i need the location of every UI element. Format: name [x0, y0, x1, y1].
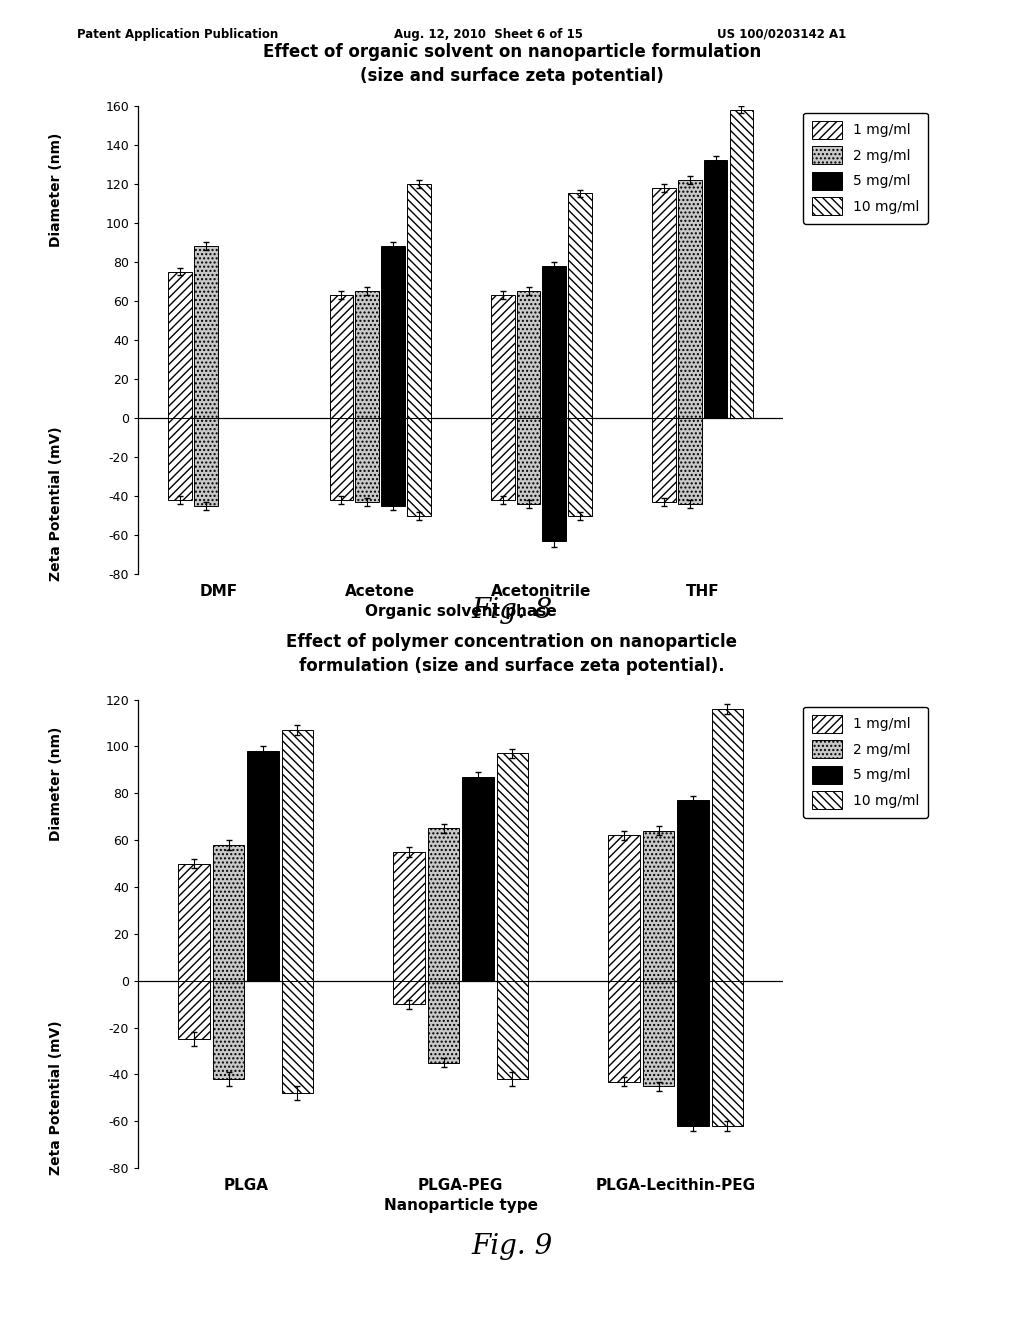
Bar	[678, 180, 701, 418]
Bar	[712, 981, 743, 1126]
Bar	[490, 294, 515, 418]
Bar	[407, 183, 431, 418]
Bar	[381, 246, 404, 418]
Bar	[428, 981, 460, 1063]
Bar	[330, 294, 353, 418]
Bar	[543, 418, 566, 541]
Bar	[330, 418, 353, 500]
Bar	[677, 800, 709, 981]
Bar	[608, 836, 640, 981]
Text: Patent Application Publication: Patent Application Publication	[77, 28, 279, 41]
Bar	[355, 418, 379, 502]
Bar	[247, 751, 279, 981]
Bar	[652, 187, 676, 418]
Bar	[517, 292, 541, 418]
Bar	[497, 981, 528, 1080]
Text: Fig. 9: Fig. 9	[471, 1233, 553, 1261]
Bar	[652, 418, 676, 502]
Bar	[462, 777, 494, 981]
Text: Zeta Potential (mV): Zeta Potential (mV)	[49, 426, 63, 581]
Text: (size and surface zeta potential): (size and surface zeta potential)	[360, 66, 664, 84]
Bar	[568, 194, 592, 418]
Bar	[712, 709, 743, 981]
Bar	[643, 981, 675, 1086]
Bar	[195, 246, 218, 418]
X-axis label: Nanoparticle type: Nanoparticle type	[384, 1199, 538, 1213]
Bar	[428, 829, 460, 981]
Bar	[643, 830, 675, 981]
Text: formulation (size and surface zeta potential).: formulation (size and surface zeta poten…	[299, 656, 725, 675]
Bar	[497, 754, 528, 981]
Bar	[178, 981, 210, 1039]
Bar	[195, 418, 218, 506]
Bar	[393, 981, 425, 1005]
Bar	[490, 418, 515, 500]
Bar	[568, 418, 592, 516]
Bar	[677, 981, 709, 1126]
Bar	[213, 981, 245, 1080]
Bar	[543, 265, 566, 418]
Text: Diameter (nm): Diameter (nm)	[49, 727, 63, 841]
Text: US 100/0203142 A1: US 100/0203142 A1	[717, 28, 846, 41]
Bar	[393, 851, 425, 981]
Text: Effect of polymer concentration on nanoparticle: Effect of polymer concentration on nanop…	[287, 632, 737, 651]
Bar	[355, 292, 379, 418]
Bar	[678, 418, 701, 504]
Bar	[178, 863, 210, 981]
Bar	[381, 418, 404, 506]
Text: Zeta Potential (mV): Zeta Potential (mV)	[49, 1020, 63, 1175]
Legend: 1 mg/ml, 2 mg/ml, 5 mg/ml, 10 mg/ml: 1 mg/ml, 2 mg/ml, 5 mg/ml, 10 mg/ml	[803, 112, 928, 223]
Bar	[608, 981, 640, 1081]
Bar	[703, 160, 727, 418]
Text: Aug. 12, 2010  Sheet 6 of 15: Aug. 12, 2010 Sheet 6 of 15	[394, 28, 584, 41]
Text: Diameter (nm): Diameter (nm)	[49, 133, 63, 247]
Bar	[282, 981, 313, 1093]
Bar	[168, 272, 193, 418]
Text: Effect of organic solvent on nanoparticle formulation: Effect of organic solvent on nanoparticl…	[263, 42, 761, 61]
Legend: 1 mg/ml, 2 mg/ml, 5 mg/ml, 10 mg/ml: 1 mg/ml, 2 mg/ml, 5 mg/ml, 10 mg/ml	[803, 706, 928, 817]
X-axis label: Organic solvent phase: Organic solvent phase	[365, 605, 557, 619]
Bar	[517, 418, 541, 504]
Bar	[407, 418, 431, 516]
Bar	[282, 730, 313, 981]
Bar	[729, 110, 754, 418]
Text: Fig. 8: Fig. 8	[471, 597, 553, 624]
Bar	[168, 418, 193, 500]
Bar	[213, 845, 245, 981]
